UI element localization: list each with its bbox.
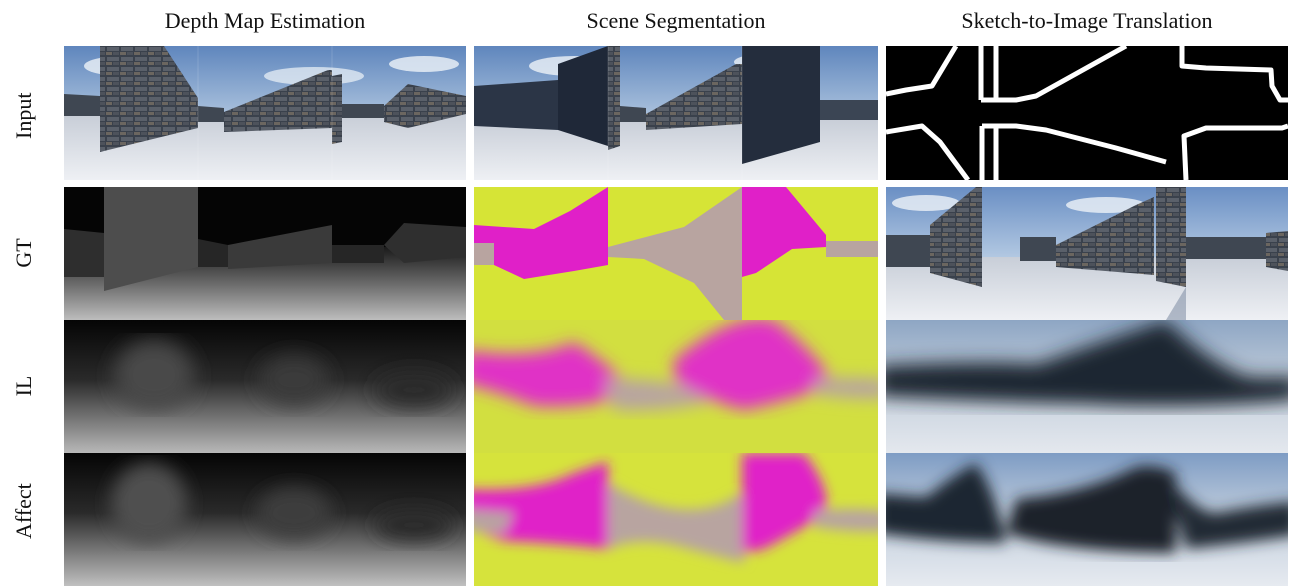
column-title-sketch-to-image-translation: Sketch-to-Image Translation: [961, 8, 1213, 33]
depth-affect-image: [64, 453, 466, 586]
row-label-il: IL: [11, 375, 36, 397]
sketch-il-image: [886, 320, 1288, 453]
row-label-gt: GT: [11, 238, 36, 268]
column-title-depth-map-estimation: Depth Map Estimation: [164, 8, 366, 33]
sketch-input-image: [886, 46, 1288, 180]
segmentation-input-image: [474, 46, 878, 180]
sketch-affect-image: [886, 453, 1288, 586]
column-title-scene-segmentation: Scene Segmentation: [586, 8, 766, 33]
row-label-input: Input: [11, 92, 36, 139]
depth-il-image: [64, 320, 466, 453]
depth-gt-image: [64, 187, 466, 320]
segmentation-il-image: [474, 320, 878, 453]
segmentation-affect-image: [474, 453, 878, 586]
segmentation-gt-image: [474, 187, 878, 320]
sketch-gt-image: [886, 187, 1288, 320]
row-label-affect: Affect: [11, 483, 36, 539]
depth-input-image: [64, 46, 466, 180]
